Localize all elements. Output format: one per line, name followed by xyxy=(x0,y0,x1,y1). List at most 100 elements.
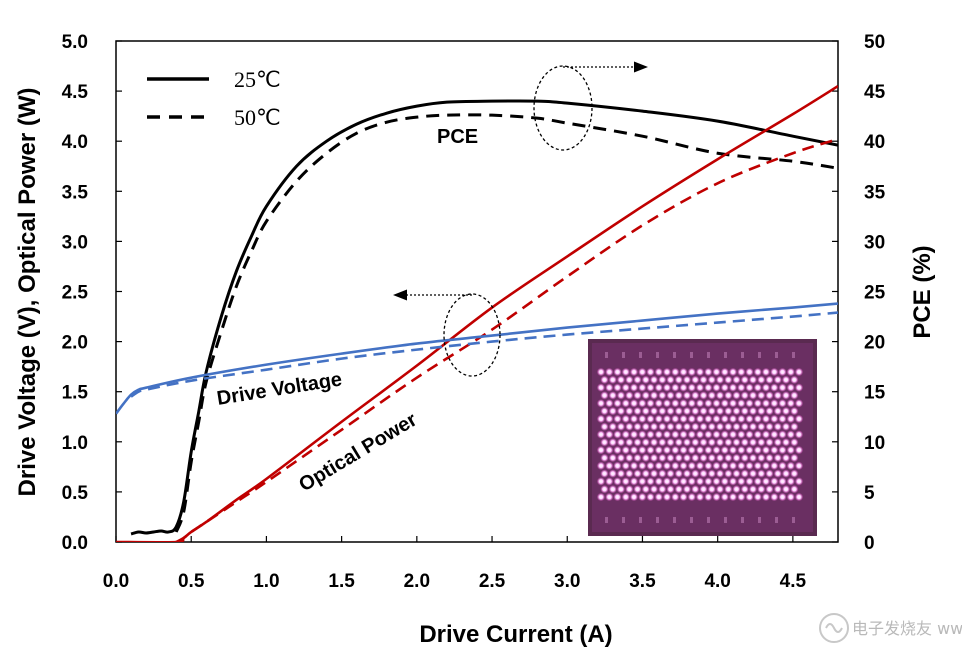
contact-mark xyxy=(707,517,710,523)
vcsel-emitter xyxy=(641,438,650,447)
vcsel-emitter xyxy=(629,461,639,470)
vcsel-emitter xyxy=(740,406,749,416)
vcsel-emitter xyxy=(679,430,688,439)
vcsel-emitter xyxy=(695,430,705,439)
vcsel-emitter xyxy=(638,383,647,392)
vcsel-emitter xyxy=(728,367,738,377)
contact-mark xyxy=(605,517,608,523)
contact-mark xyxy=(639,352,642,358)
vcsel-emitter xyxy=(629,430,639,439)
vcsel-emitter xyxy=(770,430,779,439)
power-ellipse xyxy=(443,293,501,377)
vcsel-emitter xyxy=(732,469,741,478)
vcsel-emitter xyxy=(649,453,659,463)
vcsel-emitter xyxy=(613,367,622,377)
right-tick-label: 25 xyxy=(864,283,886,304)
vcsel-emitter xyxy=(616,485,626,494)
vcsel-emitter xyxy=(646,414,655,424)
vcsel-emitter xyxy=(654,367,663,377)
vcsel-emitter xyxy=(724,406,733,416)
contact-mark xyxy=(673,517,676,523)
vcsel-emitter xyxy=(732,453,741,463)
vcsel-emitter xyxy=(720,383,729,392)
vcsel-emitter xyxy=(728,399,738,408)
vcsel-emitter xyxy=(790,406,799,416)
vcsel-emitter xyxy=(794,430,804,439)
vcsel-emitter xyxy=(773,485,782,494)
vcsel-emitter xyxy=(748,453,758,463)
vcsel-emitter xyxy=(737,367,746,377)
left-tick-label: 1.0 xyxy=(62,433,88,454)
contact-mark xyxy=(775,517,778,523)
vcsel-emitter xyxy=(687,383,696,392)
vcsel-emitter xyxy=(770,492,779,502)
vcsel-emitter xyxy=(765,375,774,384)
vcsel-emitter xyxy=(737,414,746,424)
vcsel-emitter xyxy=(638,445,647,455)
contact-mark xyxy=(673,352,676,358)
vcsel-emitter xyxy=(781,406,791,416)
vcsel-emitter xyxy=(666,391,675,400)
vcsel-emitter xyxy=(695,399,705,408)
vcsel-emitter xyxy=(707,438,716,447)
legend-label-50: 50℃ xyxy=(234,105,281,130)
vcsel-emitter xyxy=(649,422,659,431)
vcsel-emitter xyxy=(616,469,626,478)
contact-mark xyxy=(758,517,761,523)
vcsel-emitter xyxy=(613,445,622,455)
vcsel-emitter xyxy=(699,375,708,384)
right-tick-label: 5 xyxy=(864,483,875,504)
vcsel-emitter xyxy=(704,461,713,470)
vcsel-emitter xyxy=(773,391,782,400)
left-tick-label: 2.0 xyxy=(62,333,88,354)
vcsel-emitter xyxy=(790,469,799,478)
vcsel-emitter xyxy=(748,375,758,384)
vcsel-emitter xyxy=(728,430,738,439)
vcsel-emitter xyxy=(745,399,754,408)
vcsel-emitter xyxy=(778,430,787,439)
vcsel-emitter xyxy=(629,414,639,424)
vcsel-emitter xyxy=(745,477,754,486)
power-annotation: Optical Power xyxy=(295,409,421,497)
vcsel-emitter xyxy=(671,383,680,392)
x-tick-label: 1.0 xyxy=(253,571,279,592)
vcsel-emitter xyxy=(699,469,708,478)
vcsel-emitter xyxy=(781,438,791,447)
vcsel-emitter xyxy=(794,477,804,486)
vcsel-emitter xyxy=(638,367,647,377)
vcsel-emitter xyxy=(621,492,630,502)
vcsel-emitter xyxy=(720,399,729,408)
vcsel-emitter xyxy=(625,391,634,400)
vcsel-emitter xyxy=(687,367,696,377)
vcsel-emitter xyxy=(625,438,634,447)
vcsel-emitter xyxy=(629,477,639,486)
vcsel-emitter xyxy=(761,399,771,408)
left-tick-label: 3.5 xyxy=(62,182,89,203)
x-tick-label: 2.0 xyxy=(404,571,430,592)
right-tick-label: 0 xyxy=(864,533,875,554)
vcsel-emitter xyxy=(654,477,663,486)
vcsel-emitter xyxy=(662,430,672,439)
vcsel-emitter xyxy=(654,430,663,439)
vcsel-emitter xyxy=(786,461,795,470)
vcsel-emitter xyxy=(682,485,692,494)
vcsel-emitter xyxy=(753,399,762,408)
vcsel-emitter xyxy=(740,375,749,384)
right-tick-label: 10 xyxy=(864,433,885,454)
vcsel-emitter xyxy=(724,438,733,447)
vcsel-emitter xyxy=(753,461,762,470)
vcsel-emitter xyxy=(616,438,626,447)
watermark-text: 电子发烧友 www.elecfans.com xyxy=(852,619,962,638)
vcsel-emitter xyxy=(596,414,606,424)
vcsel-emitter xyxy=(753,383,762,392)
left-tick-label: 5.0 xyxy=(62,32,88,53)
vcsel-emitter xyxy=(613,399,622,408)
vcsel-emitter xyxy=(712,461,721,470)
vcsel-emitter xyxy=(737,477,746,486)
vcsel-emitter xyxy=(728,445,738,455)
pce-arrow-head xyxy=(634,61,648,73)
vcsel-emitter xyxy=(794,414,804,424)
vcsel-emitter xyxy=(621,399,630,408)
vcsel-emitter xyxy=(629,383,639,392)
vcsel-emitter xyxy=(687,445,696,455)
